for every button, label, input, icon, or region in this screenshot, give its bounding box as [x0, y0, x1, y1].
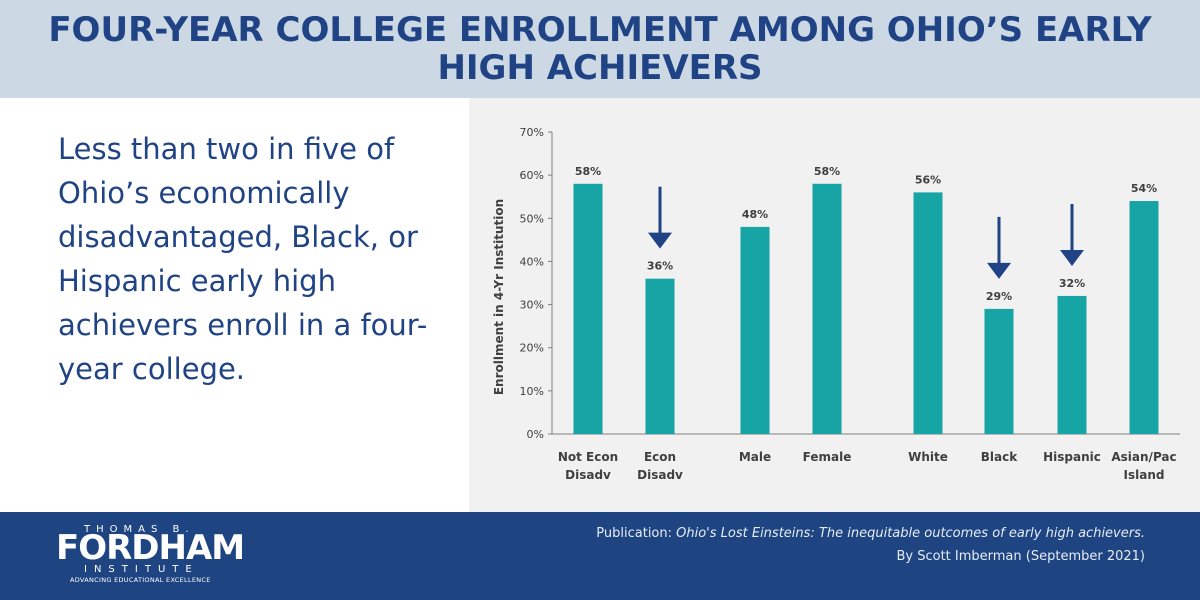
- publication-line: Publication: Ohio's Lost Einsteins: The …: [596, 526, 1145, 541]
- down-arrow-head-icon: [987, 262, 1011, 279]
- message-panel: [0, 98, 469, 512]
- y-tick-label: 20%: [520, 342, 544, 355]
- logo-top-text: THOMAS B.: [84, 524, 195, 535]
- fordham-logo: THOMAS B. FORDHAM INSTITUTE ADVANCING ED…: [56, 524, 245, 588]
- category-label: Male: [739, 450, 771, 464]
- category-label: Black: [981, 450, 1018, 464]
- category-label: Disadv: [637, 468, 683, 482]
- category-label: Econ: [644, 450, 676, 464]
- bar: [1129, 201, 1159, 434]
- data-label: 32%: [1059, 277, 1085, 290]
- key-message: Less than two in five of Ohio’s economic…: [58, 132, 428, 386]
- category-label: White: [908, 450, 948, 464]
- category-label: Island: [1124, 468, 1165, 482]
- y-tick-label: 40%: [520, 255, 544, 268]
- bar: [645, 278, 675, 434]
- category-label: Asian/Pac: [1111, 450, 1176, 464]
- y-axis-title: Enrollment in 4-Yr Institution: [492, 199, 506, 395]
- footer-band: [0, 512, 1200, 600]
- bar-chart: 0% 10% 20% 30% 40% 50% 60% 70% Enrollment in 4-Y…: [492, 126, 1180, 482]
- data-label: 58%: [814, 165, 840, 178]
- y-tick-label: 70%: [520, 126, 544, 139]
- data-label: 29%: [986, 290, 1012, 303]
- logo-tagline: ADVANCING EDUCATIONAL EXCELLENCE: [70, 576, 211, 584]
- category-label: Disadv: [565, 468, 611, 482]
- bar: [740, 226, 770, 434]
- bar: [984, 308, 1014, 434]
- chart-panel: 0% 10% 20% 30% 40% 50% 60% 70% Enrollment in 4-Y…: [469, 98, 1200, 512]
- data-label: 56%: [915, 173, 941, 186]
- y-tick-label: 50%: [520, 212, 544, 225]
- logo-main-text: FORDHAM: [56, 528, 245, 568]
- bar: [1057, 295, 1087, 434]
- data-label: 58%: [575, 165, 601, 178]
- byline: By Scott Imberman (September 2021): [896, 549, 1145, 564]
- logo-sub-text: INSTITUTE: [84, 564, 199, 575]
- category-label: Not Econ: [558, 450, 618, 464]
- category-label: Hispanic: [1043, 450, 1101, 464]
- down-arrow-head-icon: [1060, 249, 1084, 266]
- data-label: 36%: [647, 260, 673, 273]
- bar: [573, 183, 603, 434]
- bar: [913, 192, 943, 434]
- data-label: 48%: [742, 208, 768, 221]
- header-band: FOUR-YEAR COLLEGE ENROLLMENT AMONG OHIO’…: [0, 0, 1200, 98]
- page-title: FOUR-YEAR COLLEGE ENROLLMENT AMONG OHIO’…: [48, 10, 1152, 88]
- data-label: 54%: [1131, 182, 1157, 195]
- y-tick-label: 10%: [520, 385, 544, 398]
- publication-prefix: Publication:: [596, 526, 677, 541]
- bar: [812, 183, 842, 434]
- down-arrow-head-icon: [648, 232, 672, 249]
- y-tick-label: 60%: [520, 169, 544, 182]
- y-tick-label: 30%: [520, 299, 544, 312]
- publication-title: Ohio's Lost Einsteins: The inequitable o…: [676, 526, 1145, 541]
- y-tick-label: 0%: [527, 428, 544, 441]
- category-label: Female: [803, 450, 852, 464]
